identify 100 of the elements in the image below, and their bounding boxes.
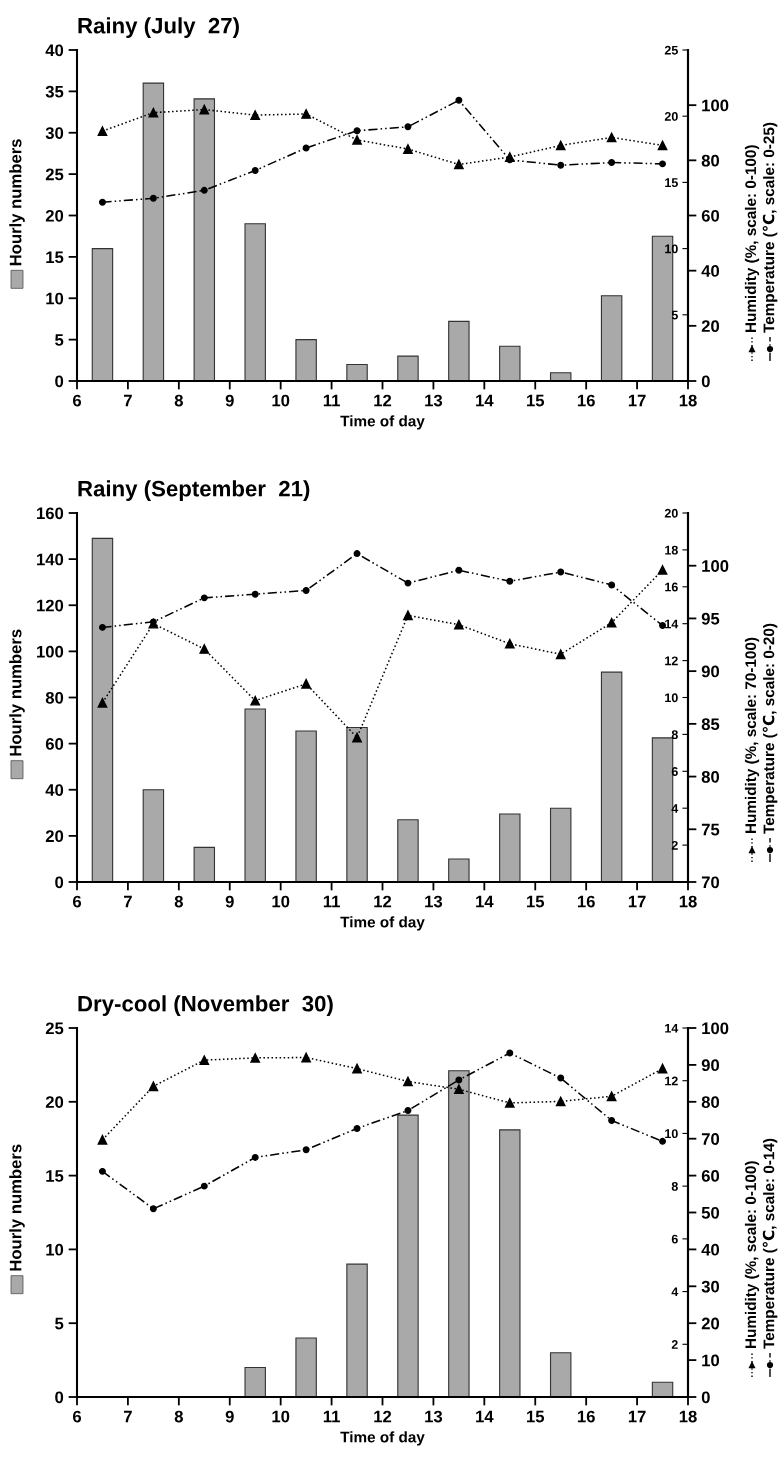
x-axis-title: Time of day <box>340 916 425 931</box>
y3-tick-label: 6 <box>671 1234 678 1244</box>
y-tick-label: 25 <box>45 168 64 181</box>
y2-tick-label: 60 <box>701 1170 720 1182</box>
y-tick-label: 120 <box>37 599 64 612</box>
x-tick-label: 18 <box>679 1410 697 1423</box>
y-tick-label: 20 <box>45 1096 64 1108</box>
y-tick-label: 25 <box>45 1022 64 1035</box>
y-tick-label: 140 <box>37 553 64 566</box>
x-tick-label: 15 <box>527 895 545 908</box>
y2-tick-label: 100 <box>702 1022 729 1035</box>
y2-axis-title: Humidity (%, scale: 70-100) <box>744 637 760 833</box>
y-tick-label: 15 <box>46 251 64 264</box>
y2-tick-label: 100 <box>702 99 729 112</box>
x-tick-label: 8 <box>174 1410 183 1423</box>
y3-tick-label: 2 <box>671 1340 678 1349</box>
x-tick-label: 10 <box>272 895 290 908</box>
y-tick-label: 60 <box>45 738 64 750</box>
chart-title: Dry-cool (November 30) <box>78 995 333 1016</box>
y2-tick-label: 0 <box>701 1391 710 1404</box>
y-tick-label: 20 <box>45 209 64 222</box>
x-tick-label: 12 <box>374 895 392 908</box>
y3-tick-label: 10 <box>665 1129 678 1139</box>
y3-tick-label: 20 <box>664 508 678 518</box>
y2-tick-label: 90 <box>701 1059 720 1072</box>
y3-tick-label: 14 <box>665 1023 679 1033</box>
x-tick-label: 6 <box>72 895 82 908</box>
y2-tick-label: 80 <box>701 154 720 167</box>
y-tick-label: 20 <box>45 830 64 843</box>
y-tick-label: 10 <box>46 1243 64 1256</box>
x-tick-label: 18 <box>679 895 697 908</box>
x-tick-label: 11 <box>323 895 340 908</box>
x-tick-label: 16 <box>577 1410 595 1423</box>
x-tick-label: 15 <box>527 394 545 407</box>
x-axis-title: Time of day <box>340 1431 425 1446</box>
x-tick-label: 12 <box>374 394 392 407</box>
y2-tick-label: 60 <box>701 209 720 222</box>
y-tick-label: 100 <box>37 645 64 658</box>
y-tick-label: 30 <box>45 127 64 139</box>
y-axis-title: Hourly numbers <box>9 1144 25 1271</box>
y3-tick-label: 25 <box>664 45 678 55</box>
x-tick-label: 9 <box>225 895 234 908</box>
y-tick-label: 35 <box>45 85 64 98</box>
y3-tick-label: 8 <box>671 730 678 740</box>
x-tick-label: 10 <box>272 1410 290 1423</box>
y-axis-title: Hourly numbers <box>9 139 25 266</box>
y2-tick-label: 100 <box>702 560 729 572</box>
x-tick-label: 7 <box>124 895 132 908</box>
x-tick-label: 15 <box>527 1410 545 1423</box>
y-tick-label: 5 <box>55 1317 64 1330</box>
x-tick-label: 11 <box>323 1410 340 1423</box>
x-tick-label: 16 <box>577 895 595 908</box>
y2-tick-label: 80 <box>701 1096 720 1108</box>
x-axis-title: Time of day <box>340 415 425 430</box>
y2-tick-label: 70 <box>701 876 720 889</box>
x-tick-label: 13 <box>425 394 443 407</box>
y2-tick-label: 10 <box>702 1354 720 1367</box>
y3-tick-label: 10 <box>665 693 678 703</box>
y2-tick-label: 85 <box>701 718 720 731</box>
y2-tick-label: 50 <box>701 1206 720 1219</box>
y3-tick-label: 8 <box>671 1181 678 1191</box>
y2-tick-label: 20 <box>701 1317 720 1330</box>
y3-tick-label: 12 <box>665 1076 678 1086</box>
y3-tick-label: 16 <box>665 582 678 592</box>
x-tick-label: 7 <box>124 394 132 407</box>
y2-tick-label: 40 <box>701 265 720 277</box>
x-tick-label: 12 <box>374 1410 392 1423</box>
x-tick-label: 9 <box>225 394 234 407</box>
x-tick-label: 9 <box>225 1410 234 1423</box>
y2-tick-label: 75 <box>701 823 720 836</box>
y3-axis-title: Temperature (℃, scale: 0-14) <box>762 1138 778 1349</box>
x-tick-label: 18 <box>679 394 697 407</box>
chart-title: Rainy (September 21) <box>78 480 310 501</box>
x-tick-label: 8 <box>174 394 183 407</box>
y3-axis-title: Temperature (℃, scale: 0-25) <box>762 122 778 333</box>
y2-axis-title: Humidity (%, scale: 0-100) <box>744 145 760 332</box>
x-tick-label: 14 <box>476 895 494 908</box>
y3-tick-label: 12 <box>665 656 678 666</box>
x-tick-label: 13 <box>425 1410 443 1423</box>
y-tick-label: 0 <box>55 1391 64 1404</box>
y3-tick-label: 18 <box>665 545 678 555</box>
y2-tick-label: 70 <box>701 1133 720 1145</box>
x-tick-label: 17 <box>628 895 646 908</box>
y2-tick-label: 95 <box>701 612 720 625</box>
y2-tick-label: 20 <box>701 320 720 333</box>
y-tick-label: 0 <box>55 375 64 388</box>
y2-axis-title: Humidity (%, scale: 0-100) <box>744 1161 760 1348</box>
chart-title: Rainy (July 27) <box>78 17 239 38</box>
y-tick-label: 5 <box>55 334 64 346</box>
y-tick-label: 160 <box>37 507 64 520</box>
x-tick-label: 10 <box>272 394 290 407</box>
x-tick-label: 6 <box>72 1410 82 1423</box>
x-tick-label: 6 <box>72 394 82 407</box>
x-tick-label: 13 <box>425 895 443 908</box>
y3-tick-label: 15 <box>665 178 678 188</box>
y-axis-title: Hourly numbers <box>9 629 25 756</box>
x-tick-label: 14 <box>476 394 494 407</box>
y2-tick-label: 40 <box>701 1243 720 1256</box>
x-tick-label: 8 <box>174 895 183 908</box>
y-tick-label: 15 <box>46 1170 64 1182</box>
